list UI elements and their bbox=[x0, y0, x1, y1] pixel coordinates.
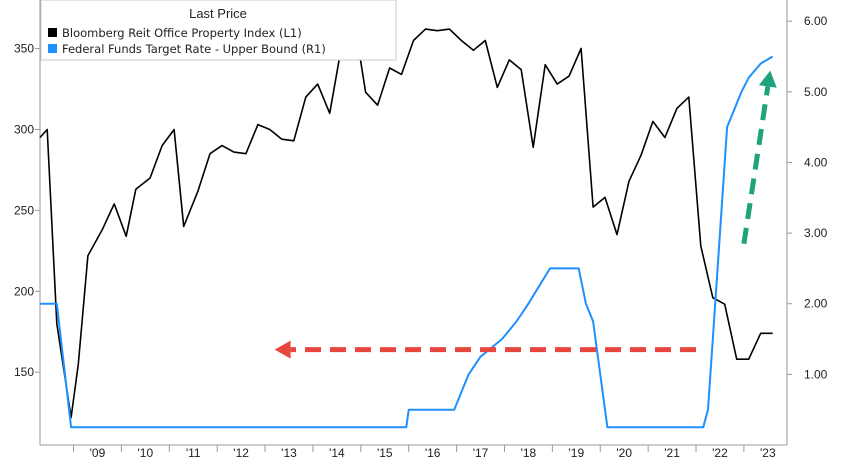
right-tick-label: 5.00 bbox=[804, 85, 828, 99]
green-dashed-arrow-shaft bbox=[741, 86, 771, 245]
x-axis-ticks: '09 '10 '11 '12 '13 '14 '15 '16 '17 '18 '19 '20 '21 '… bbox=[73, 445, 776, 460]
x-tick-label: '13 bbox=[281, 446, 297, 460]
x-tick-label: '23 bbox=[760, 446, 776, 460]
right-tick-label: 3.00 bbox=[804, 226, 828, 240]
x-tick-label: '20 bbox=[616, 446, 632, 460]
x-tick-label: '15 bbox=[377, 446, 393, 460]
left-axis-ticks: 150 200 250 300 350 bbox=[14, 42, 40, 379]
left-tick-label: 350 bbox=[14, 42, 34, 56]
right-tick-label: 2.00 bbox=[804, 297, 828, 311]
x-tick-label: '17 bbox=[473, 446, 489, 460]
x-tick-label: '12 bbox=[233, 446, 249, 460]
x-tick-label: '11 bbox=[186, 446, 201, 460]
series-line-office-reit bbox=[39, 15, 773, 419]
series-line-fed-funds bbox=[40, 55, 774, 429]
right-tick-label: 1.00 bbox=[804, 367, 828, 381]
legend-label-fed-funds: Federal Funds Target Rate - Upper Bound … bbox=[62, 42, 326, 56]
x-tick-label: '16 bbox=[425, 446, 441, 460]
left-tick-label: 150 bbox=[14, 365, 34, 379]
x-tick-label: '21 bbox=[664, 446, 680, 460]
right-tick-label: 4.00 bbox=[804, 155, 828, 169]
left-tick-label: 200 bbox=[14, 284, 34, 298]
legend: Last Price Bloomberg Reit Office Propert… bbox=[40, 0, 397, 61]
right-tick-label: 6.00 bbox=[804, 14, 828, 28]
right-axis-ticks: 1.00 2.00 3.00 4.00 5.00 6.00 bbox=[787, 14, 828, 381]
x-tick-label: '10 bbox=[138, 446, 154, 460]
annotation-layer bbox=[274, 70, 777, 359]
legend-label-office-reit: Bloomberg Reit Office Property Index (L1… bbox=[62, 26, 302, 40]
legend-swatch-office-reit bbox=[48, 28, 57, 37]
x-tick-label: '19 bbox=[568, 446, 584, 460]
x-tick-label: '18 bbox=[521, 446, 537, 460]
green-arrow-head-icon bbox=[758, 70, 777, 88]
red-arrow-head-icon bbox=[274, 340, 291, 359]
x-tick-label: '14 bbox=[329, 446, 345, 460]
left-tick-label: 300 bbox=[14, 122, 34, 136]
legend-swatch-fed-funds bbox=[48, 44, 57, 53]
x-tick-label: '22 bbox=[712, 446, 728, 460]
x-tick-label: '09 bbox=[90, 446, 106, 460]
legend-title: Last Price bbox=[189, 6, 247, 21]
legend-box bbox=[40, 0, 397, 61]
series-layer bbox=[39, 15, 774, 429]
left-tick-label: 250 bbox=[14, 203, 34, 217]
